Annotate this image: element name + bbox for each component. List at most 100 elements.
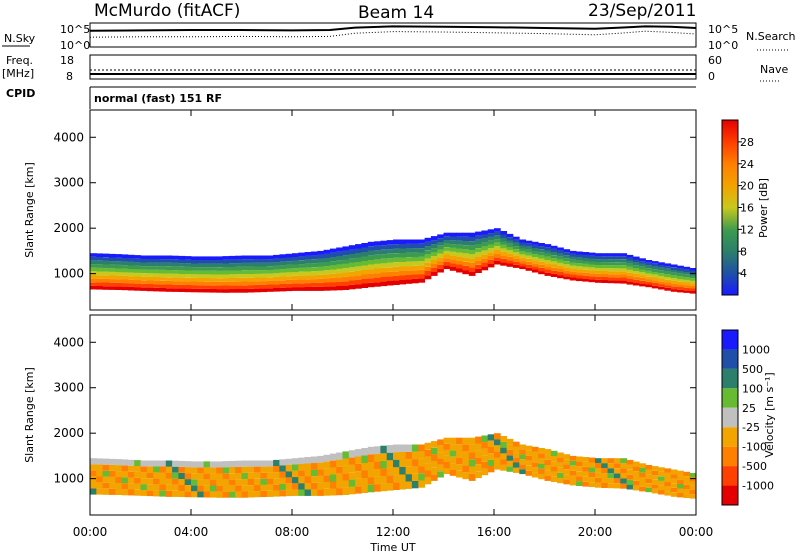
velocity-cell xyxy=(582,471,590,477)
velocity-cell xyxy=(683,480,691,485)
power-cell xyxy=(481,250,489,255)
power-cell xyxy=(336,281,343,286)
velocity-cell xyxy=(430,467,438,475)
power-cell xyxy=(569,271,577,275)
power-cell xyxy=(165,277,173,281)
velocity-cell xyxy=(298,470,306,477)
velocity-cell xyxy=(197,479,205,486)
power-cell xyxy=(266,266,274,270)
velocity-cell xyxy=(563,464,571,470)
velocity-cell xyxy=(96,470,104,477)
power-cell xyxy=(90,285,97,290)
velocity-cell xyxy=(292,470,299,478)
power-cell xyxy=(184,256,192,260)
power-cell xyxy=(292,260,299,265)
power-cell xyxy=(487,244,495,249)
velocity-cell xyxy=(102,482,110,489)
velocity-cell xyxy=(165,460,173,467)
velocity-cell xyxy=(140,484,148,490)
power-cell xyxy=(462,241,470,246)
power-cell xyxy=(191,281,198,286)
colorbar-tick-label: 20 xyxy=(740,180,754,193)
power-cell xyxy=(468,267,476,272)
power-cell xyxy=(632,256,640,260)
velocity-cell xyxy=(184,461,192,468)
power-cell xyxy=(159,284,167,288)
power-cell xyxy=(153,280,160,285)
velocity-cell xyxy=(386,452,394,461)
velocity-cell xyxy=(500,441,508,448)
power-cell xyxy=(216,289,224,293)
velocity-cell xyxy=(159,490,167,497)
power-cell xyxy=(418,239,426,244)
power-cell xyxy=(449,259,457,264)
power-cell xyxy=(626,281,634,285)
power-cell xyxy=(329,252,337,257)
power-cell xyxy=(620,280,628,284)
power-cell xyxy=(538,252,545,256)
power-cell xyxy=(342,250,350,256)
velocity-cell xyxy=(209,479,217,486)
power-cell xyxy=(443,258,451,262)
velocity-cell xyxy=(601,458,609,464)
power-cell xyxy=(519,245,527,249)
power-cell xyxy=(670,280,678,284)
velocity-colorbar-segment xyxy=(722,446,738,467)
velocity-cell xyxy=(550,466,558,472)
velocity-cell xyxy=(235,460,242,467)
velocity-cell xyxy=(512,441,520,447)
velocity-cell xyxy=(172,478,179,485)
velocity-cell xyxy=(405,459,413,467)
power-cell xyxy=(329,269,337,274)
power-cell xyxy=(487,229,495,234)
velocity-cell xyxy=(285,458,293,465)
power-cell xyxy=(449,251,457,256)
colorbar-tick-label: 16 xyxy=(740,202,754,215)
power-cell xyxy=(153,255,160,260)
velocity-cell xyxy=(393,444,400,453)
power-cell xyxy=(102,264,110,269)
velocity-cell xyxy=(247,485,255,492)
velocity-cell xyxy=(595,468,602,473)
power-cell xyxy=(563,252,571,256)
velocity-cell xyxy=(348,487,356,495)
velocity-cell xyxy=(197,473,205,480)
velocity-cell xyxy=(620,463,628,469)
power-cell xyxy=(658,270,665,274)
power-cell xyxy=(361,283,369,288)
power-cell xyxy=(481,234,489,239)
power-cell xyxy=(153,284,160,288)
power-cell xyxy=(380,263,388,268)
power-cell xyxy=(386,249,394,254)
velocity-cell xyxy=(588,467,596,473)
power-cell xyxy=(203,260,211,264)
power-cell xyxy=(310,267,318,272)
power-cell xyxy=(399,262,407,267)
velocity-cell xyxy=(336,459,343,467)
velocity-cell xyxy=(222,461,230,468)
power-cell xyxy=(247,255,255,260)
power-cell xyxy=(645,279,653,282)
velocity-cell xyxy=(374,476,381,485)
power-cell xyxy=(525,255,533,259)
power-cell xyxy=(468,263,476,268)
power-cell xyxy=(102,268,110,272)
velocity-cell xyxy=(209,491,217,498)
power-cell xyxy=(487,263,495,268)
power-cell xyxy=(582,269,590,273)
velocity-cell xyxy=(595,458,602,464)
power-cell xyxy=(222,263,230,268)
velocity-cell xyxy=(266,466,274,473)
power-cell xyxy=(399,266,407,271)
velocity-cell xyxy=(544,454,552,460)
velocity-cell xyxy=(449,463,457,470)
power-cell xyxy=(557,250,564,254)
power-cell xyxy=(393,239,400,244)
power-cell xyxy=(203,267,211,271)
power-cell xyxy=(563,270,571,274)
power-data xyxy=(90,228,697,294)
power-cell xyxy=(405,279,413,284)
power-cell xyxy=(456,260,463,265)
power-cell xyxy=(481,266,489,271)
